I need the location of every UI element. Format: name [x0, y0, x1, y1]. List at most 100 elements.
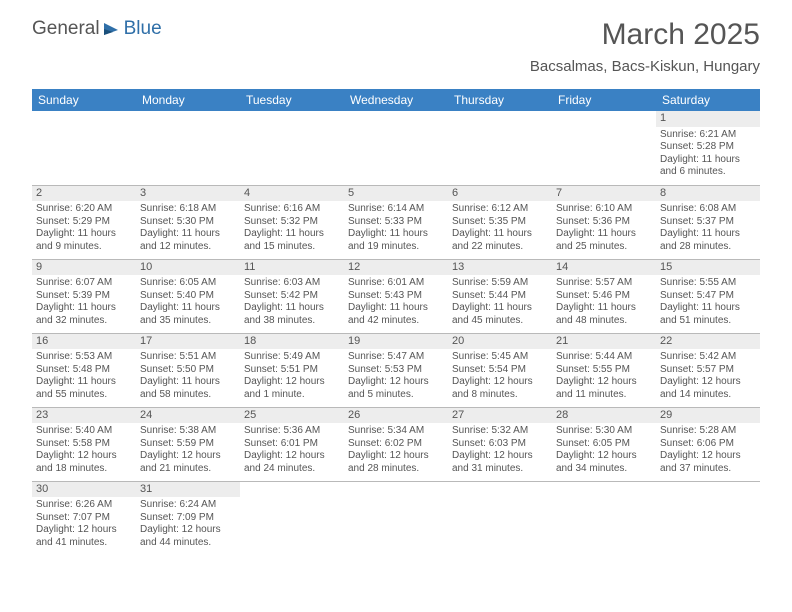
day-number: 28 [552, 408, 656, 424]
day-number: 10 [136, 260, 240, 276]
sunset-text: Sunset: 5:55 PM [556, 364, 652, 377]
day-number: 11 [240, 260, 344, 276]
calendar-cell [344, 481, 448, 555]
sunset-text: Sunset: 5:54 PM [452, 364, 548, 377]
daylight-text: Daylight: 11 hours [36, 228, 132, 241]
daylight-text: Daylight: 12 hours [348, 376, 444, 389]
sunrise-text: Sunrise: 5:38 AM [140, 425, 236, 438]
calendar-row: 2Sunrise: 6:20 AMSunset: 5:29 PMDaylight… [32, 185, 760, 259]
weekday-header: Monday [136, 89, 240, 111]
calendar-cell: 28Sunrise: 5:30 AMSunset: 6:05 PMDayligh… [552, 407, 656, 481]
daylight-text: and 28 minutes. [348, 463, 444, 476]
calendar-cell: 7Sunrise: 6:10 AMSunset: 5:36 PMDaylight… [552, 185, 656, 259]
calendar-cell: 6Sunrise: 6:12 AMSunset: 5:35 PMDaylight… [448, 185, 552, 259]
daylight-text: Daylight: 11 hours [660, 302, 756, 315]
sunset-text: Sunset: 5:46 PM [556, 290, 652, 303]
title-block: March 2025 Bacsalmas, Bacs-Kiskun, Hunga… [530, 18, 760, 75]
sunset-text: Sunset: 5:47 PM [660, 290, 756, 303]
day-number: 21 [552, 334, 656, 350]
flag-icon [104, 21, 122, 37]
calendar-cell: 2Sunrise: 6:20 AMSunset: 5:29 PMDaylight… [32, 185, 136, 259]
calendar-cell: 31Sunrise: 6:24 AMSunset: 7:09 PMDayligh… [136, 481, 240, 555]
calendar-cell: 27Sunrise: 5:32 AMSunset: 6:03 PMDayligh… [448, 407, 552, 481]
daylight-text: and 41 minutes. [36, 537, 132, 550]
sunrise-text: Sunrise: 6:24 AM [140, 499, 236, 512]
daylight-text: and 34 minutes. [556, 463, 652, 476]
sunset-text: Sunset: 5:48 PM [36, 364, 132, 377]
calendar-cell [136, 111, 240, 185]
day-number: 5 [344, 186, 448, 202]
sunrise-text: Sunrise: 5:53 AM [36, 351, 132, 364]
daylight-text: and 5 minutes. [348, 389, 444, 402]
calendar-cell: 22Sunrise: 5:42 AMSunset: 5:57 PMDayligh… [656, 333, 760, 407]
calendar-cell: 11Sunrise: 6:03 AMSunset: 5:42 PMDayligh… [240, 259, 344, 333]
daylight-text: Daylight: 11 hours [660, 154, 756, 167]
daylight-text: and 38 minutes. [244, 315, 340, 328]
day-number: 20 [448, 334, 552, 350]
calendar-cell [552, 111, 656, 185]
sunrise-text: Sunrise: 6:16 AM [244, 203, 340, 216]
sunrise-text: Sunrise: 5:55 AM [660, 277, 756, 290]
calendar-cell: 19Sunrise: 5:47 AMSunset: 5:53 PMDayligh… [344, 333, 448, 407]
day-number: 13 [448, 260, 552, 276]
calendar-row: 23Sunrise: 5:40 AMSunset: 5:58 PMDayligh… [32, 407, 760, 481]
sunset-text: Sunset: 5:29 PM [36, 216, 132, 229]
calendar-cell: 12Sunrise: 6:01 AMSunset: 5:43 PMDayligh… [344, 259, 448, 333]
day-number: 1 [656, 111, 760, 127]
daylight-text: and 58 minutes. [140, 389, 236, 402]
daylight-text: Daylight: 11 hours [452, 228, 548, 241]
daylight-text: and 21 minutes. [140, 463, 236, 476]
daylight-text: Daylight: 11 hours [140, 376, 236, 389]
daylight-text: Daylight: 12 hours [140, 450, 236, 463]
day-number: 8 [656, 186, 760, 202]
daylight-text: and 25 minutes. [556, 241, 652, 254]
sunrise-text: Sunrise: 6:18 AM [140, 203, 236, 216]
daylight-text: Daylight: 11 hours [36, 376, 132, 389]
sunrise-text: Sunrise: 5:40 AM [36, 425, 132, 438]
daylight-text: and 32 minutes. [36, 315, 132, 328]
sunset-text: Sunset: 6:06 PM [660, 438, 756, 451]
weekday-header: Wednesday [344, 89, 448, 111]
calendar-cell: 18Sunrise: 5:49 AMSunset: 5:51 PMDayligh… [240, 333, 344, 407]
daylight-text: and 42 minutes. [348, 315, 444, 328]
sunset-text: Sunset: 7:09 PM [140, 512, 236, 525]
calendar-cell [656, 481, 760, 555]
day-number: 16 [32, 334, 136, 350]
sunrise-text: Sunrise: 5:42 AM [660, 351, 756, 364]
daylight-text: Daylight: 12 hours [244, 450, 340, 463]
daylight-text: Daylight: 11 hours [244, 302, 340, 315]
daylight-text: Daylight: 12 hours [660, 376, 756, 389]
sunrise-text: Sunrise: 6:14 AM [348, 203, 444, 216]
weekday-header-row: Sunday Monday Tuesday Wednesday Thursday… [32, 89, 760, 111]
logo: General Blue [32, 18, 162, 40]
sunrise-text: Sunrise: 5:30 AM [556, 425, 652, 438]
daylight-text: Daylight: 11 hours [348, 302, 444, 315]
daylight-text: Daylight: 11 hours [452, 302, 548, 315]
daylight-text: and 22 minutes. [452, 241, 548, 254]
calendar-cell: 3Sunrise: 6:18 AMSunset: 5:30 PMDaylight… [136, 185, 240, 259]
sunrise-text: Sunrise: 5:49 AM [244, 351, 340, 364]
calendar-cell: 8Sunrise: 6:08 AMSunset: 5:37 PMDaylight… [656, 185, 760, 259]
sunrise-text: Sunrise: 6:08 AM [660, 203, 756, 216]
daylight-text: Daylight: 12 hours [556, 450, 652, 463]
daylight-text: and 11 minutes. [556, 389, 652, 402]
weekday-header: Sunday [32, 89, 136, 111]
calendar-row: 30Sunrise: 6:26 AMSunset: 7:07 PMDayligh… [32, 481, 760, 555]
sunrise-text: Sunrise: 6:20 AM [36, 203, 132, 216]
day-number: 26 [344, 408, 448, 424]
sunset-text: Sunset: 6:01 PM [244, 438, 340, 451]
calendar-cell: 15Sunrise: 5:55 AMSunset: 5:47 PMDayligh… [656, 259, 760, 333]
daylight-text: Daylight: 11 hours [660, 228, 756, 241]
calendar-cell: 14Sunrise: 5:57 AMSunset: 5:46 PMDayligh… [552, 259, 656, 333]
daylight-text: Daylight: 11 hours [348, 228, 444, 241]
calendar-cell: 21Sunrise: 5:44 AMSunset: 5:55 PMDayligh… [552, 333, 656, 407]
sunset-text: Sunset: 6:03 PM [452, 438, 548, 451]
weekday-header: Friday [552, 89, 656, 111]
day-number: 27 [448, 408, 552, 424]
calendar-cell [448, 111, 552, 185]
daylight-text: Daylight: 11 hours [36, 302, 132, 315]
calendar-row: 1Sunrise: 6:21 AMSunset: 5:28 PMDaylight… [32, 111, 760, 185]
day-number: 25 [240, 408, 344, 424]
calendar-cell: 23Sunrise: 5:40 AMSunset: 5:58 PMDayligh… [32, 407, 136, 481]
sunrise-text: Sunrise: 6:03 AM [244, 277, 340, 290]
